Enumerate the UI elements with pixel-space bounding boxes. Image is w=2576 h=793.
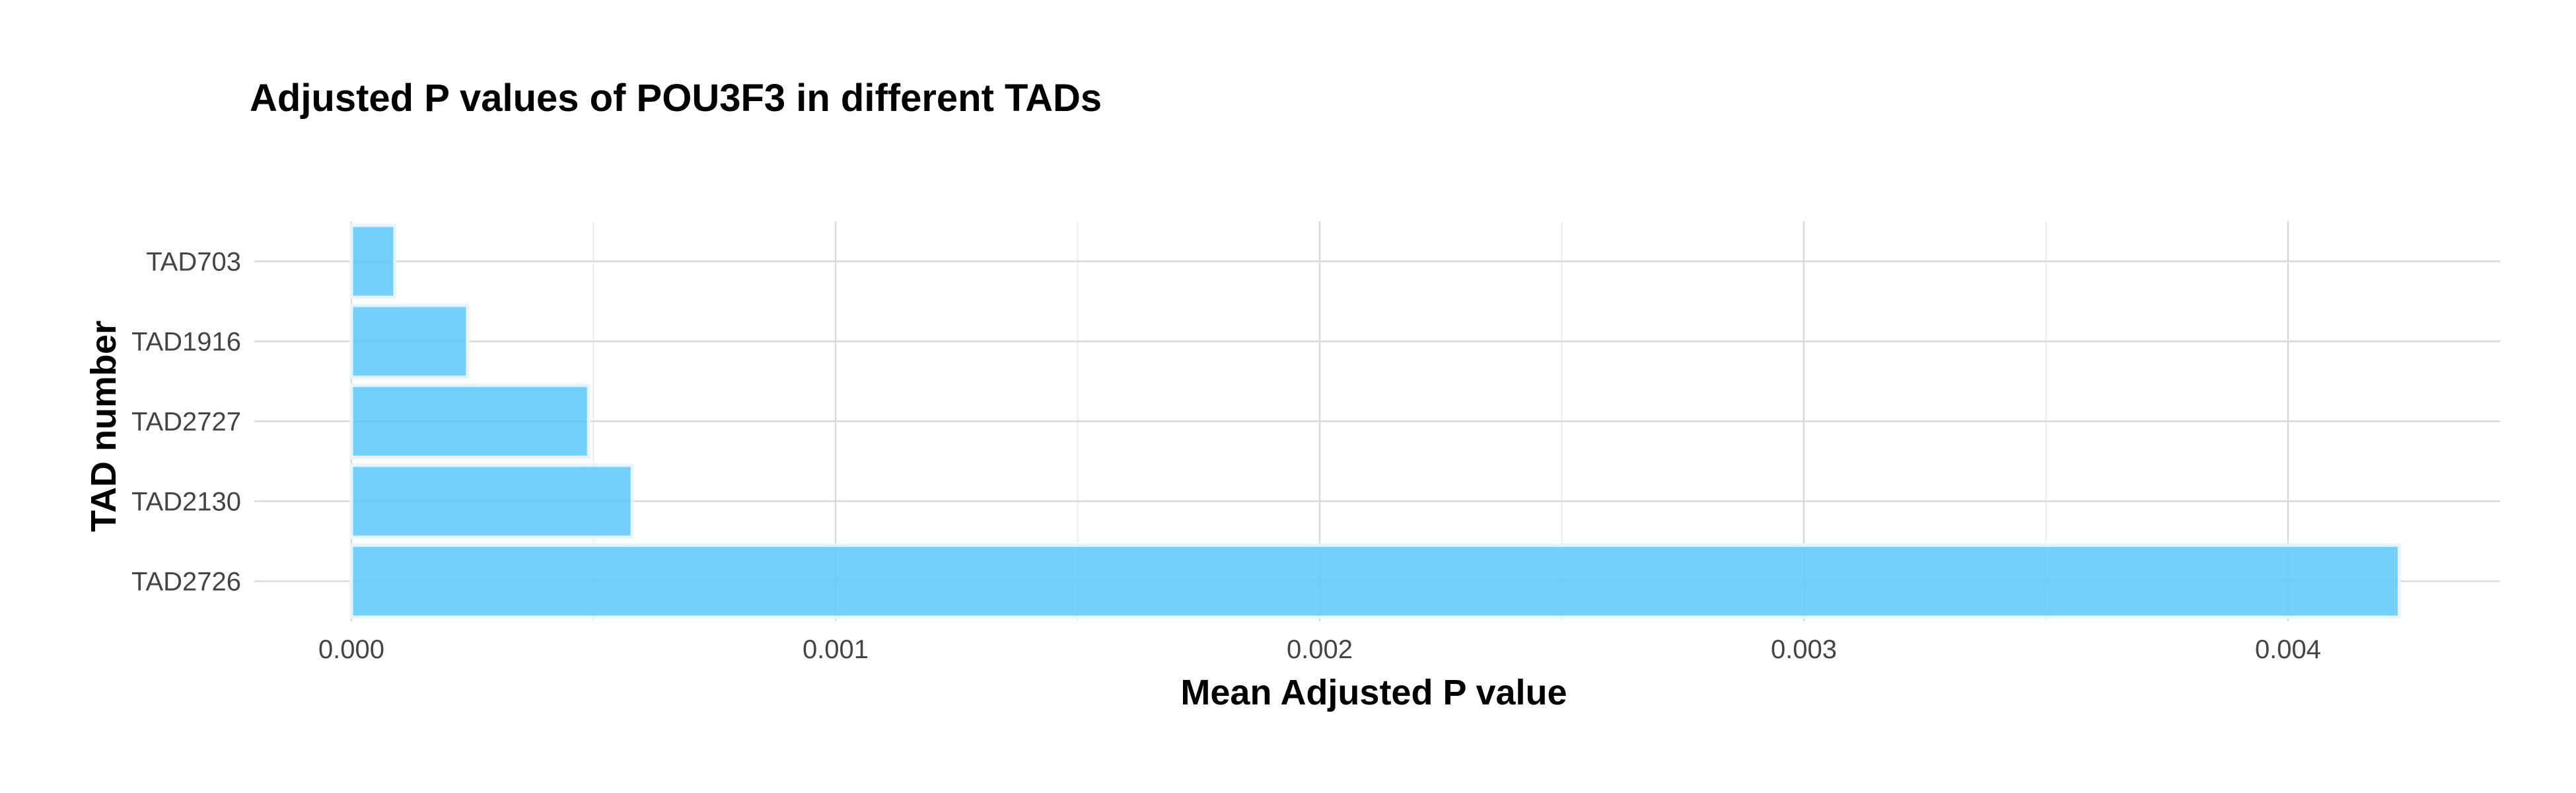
y-tick-label: TAD2130: [131, 488, 241, 517]
x-tick-label: 0.003: [1771, 635, 1837, 664]
y-tick-label: TAD2726: [131, 568, 241, 597]
bar: [349, 223, 397, 299]
x-tick-label: 0.002: [1287, 635, 1353, 664]
bars: [349, 223, 2402, 619]
x-axis-tick-labels: 0.000 0.001 0.002 0.003 0.004: [318, 635, 2321, 664]
x-axis-label: Mean Adjusted P value: [1180, 673, 1567, 712]
bar: [349, 383, 590, 459]
bar: [349, 303, 470, 379]
x-tick-label: 0.004: [2255, 635, 2321, 664]
y-axis-tick-labels: TAD703 TAD1916 TAD2727 TAD2130 TAD2726: [131, 248, 241, 597]
x-tick-label: 0.000: [318, 635, 384, 664]
chart-title: Adjusted P values of POU3F3 in different…: [250, 77, 1102, 120]
bar: [349, 463, 634, 539]
y-tick-label: TAD2727: [131, 408, 241, 437]
y-axis-label: TAD number: [84, 321, 124, 532]
x-tick-label: 0.001: [803, 635, 869, 664]
bar: [349, 543, 2402, 619]
y-tick-label: TAD1916: [131, 328, 241, 357]
y-tick-label: TAD703: [146, 248, 241, 277]
